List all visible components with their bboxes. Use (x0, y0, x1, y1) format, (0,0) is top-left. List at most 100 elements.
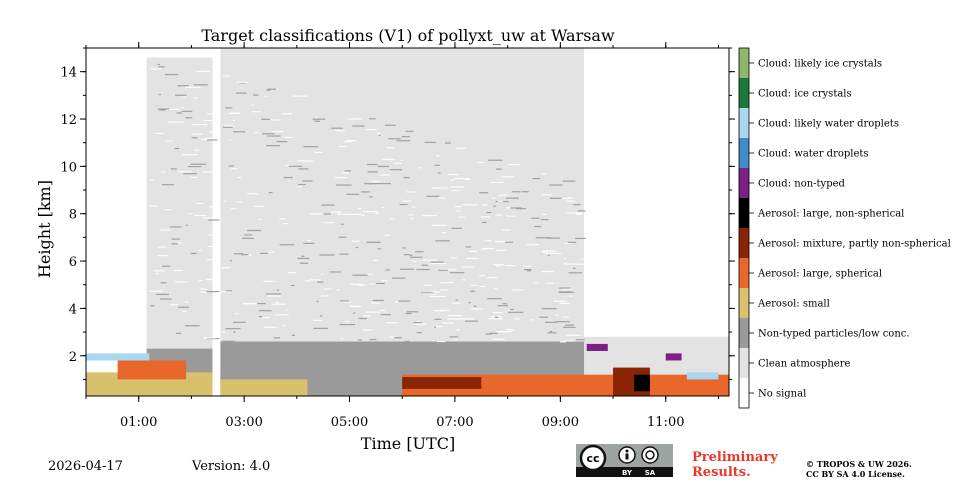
texture-streak (418, 323, 427, 325)
texture-streak (412, 260, 417, 262)
texture-streak (230, 208, 237, 210)
texture-streak (508, 311, 524, 313)
texture-streak (161, 246, 167, 248)
texture-streak (559, 302, 570, 304)
texture-streak (158, 93, 162, 96)
region-aerosol-large-non-spherical (634, 374, 650, 392)
texture-streak (417, 320, 421, 322)
texture-streak (171, 238, 181, 240)
texture-streak (545, 252, 562, 254)
colorbar-cells (739, 48, 749, 408)
y-tick-label: 2 (69, 350, 77, 365)
texture-streak (451, 302, 461, 304)
texture-streak (421, 264, 428, 266)
texture-streak (174, 147, 180, 150)
texture-streak (207, 245, 215, 248)
texture-streak (297, 160, 314, 162)
texture-streak (358, 317, 368, 320)
texture-streak (376, 182, 391, 185)
texture-streak (234, 312, 239, 315)
texture-streak (468, 250, 478, 252)
texture-streak (336, 289, 340, 291)
texture-streak (495, 214, 503, 216)
texture-streak (440, 281, 454, 284)
texture-streak (487, 298, 502, 300)
texture-streak (200, 291, 208, 293)
texture-streak (413, 321, 422, 324)
cc-badge-strip (576, 467, 673, 477)
texture-streak (254, 132, 259, 134)
texture-streak (464, 178, 471, 181)
texture-streak (496, 249, 507, 251)
texture-streak (433, 310, 446, 312)
texture-streak (324, 288, 332, 290)
texture-streak (193, 97, 199, 99)
texture-streak (207, 259, 219, 261)
cc-license-badge: cc BY SA (576, 444, 673, 477)
texture-streak (370, 283, 376, 285)
texture-streak (228, 165, 234, 167)
texture-streak (372, 180, 380, 183)
texture-streak (320, 315, 323, 317)
texture-streak (282, 324, 286, 327)
texture-streak (527, 270, 531, 272)
texture-streak (502, 303, 508, 305)
texture-streak (275, 302, 280, 304)
texture-streak (479, 192, 489, 194)
texture-streak (515, 208, 526, 210)
texture-streak (170, 304, 179, 306)
texture-streak (338, 145, 348, 148)
x-tick-label: 01:00 (120, 415, 157, 430)
texture-streak (433, 326, 437, 328)
colorbar-cell (739, 48, 749, 78)
texture-streak (352, 125, 365, 127)
texture-streak (160, 229, 170, 231)
texture-streak (206, 113, 219, 115)
texture-streak (242, 237, 254, 239)
texture-streak (379, 174, 391, 176)
texture-streak (381, 206, 385, 209)
texture-streak (265, 293, 281, 295)
texture-streak (271, 303, 286, 305)
y-tick-label: 12 (60, 113, 77, 128)
texture-streak (385, 269, 390, 271)
texture-streak (340, 300, 350, 302)
colorbar-cell (739, 138, 749, 168)
texture-streak (153, 270, 166, 272)
y-tick-label: 14 (60, 66, 77, 81)
texture-streak (187, 165, 202, 168)
texture-streak (561, 197, 570, 200)
texture-streak (441, 322, 454, 324)
texture-streak (409, 254, 413, 256)
texture-streak (229, 260, 233, 262)
texture-streak (177, 306, 189, 308)
texture-streak (312, 118, 326, 120)
texture-streak (301, 255, 305, 257)
classification-colorbar: Cloud: likely ice crystals Cloud: ice cry… (738, 47, 951, 409)
texture-streak (449, 336, 459, 338)
texture-streak (231, 168, 237, 170)
texture-streak (202, 337, 217, 339)
texture-streak (453, 338, 458, 340)
x-tick-label: 05:00 (331, 415, 368, 430)
texture-streak (496, 265, 500, 267)
texture-streak (450, 179, 455, 181)
preliminary-line-2: Results. (692, 465, 751, 480)
texture-streak (482, 221, 487, 224)
region-cloud-non-typed (586, 343, 608, 352)
texture-streak (575, 213, 583, 215)
texture-streak (567, 197, 573, 199)
y-axis-label: Height [km] (35, 180, 54, 278)
texture-streak (542, 173, 547, 175)
texture-streak (369, 118, 376, 120)
texture-streak (547, 332, 557, 334)
texture-streak (321, 204, 335, 206)
texture-streak (357, 207, 362, 210)
texture-streak (371, 302, 381, 304)
texture-streak (512, 289, 525, 291)
texture-streak (462, 266, 474, 268)
texture-streak (479, 275, 486, 277)
colorbar-cell (739, 378, 749, 408)
texture-streak (196, 70, 211, 72)
texture-streak (200, 288, 207, 290)
